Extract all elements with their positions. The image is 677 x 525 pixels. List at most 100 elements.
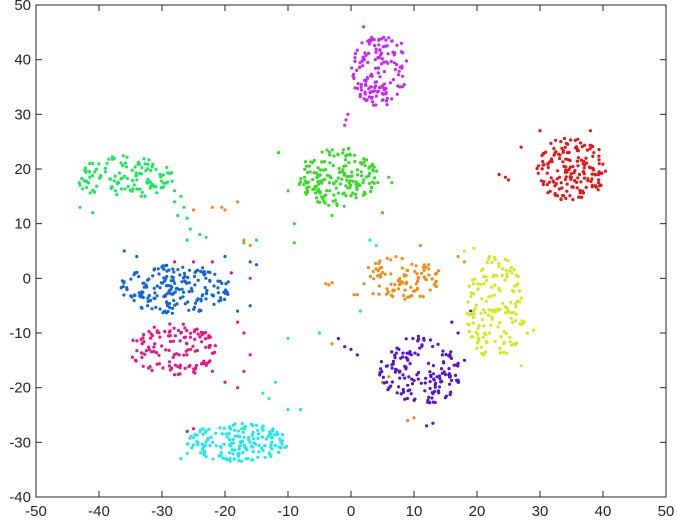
- data-point: [355, 353, 359, 357]
- x-tick-label: 50: [658, 503, 675, 520]
- data-point: [105, 161, 109, 165]
- data-point: [364, 99, 368, 103]
- data-point: [135, 254, 139, 259]
- data-point: [564, 196, 568, 201]
- data-point: [179, 330, 183, 334]
- data-point: [228, 425, 232, 429]
- data-point: [233, 428, 237, 432]
- data-point: [434, 279, 438, 283]
- data-point: [345, 178, 349, 182]
- data-point: [556, 169, 560, 173]
- data-point: [120, 176, 124, 180]
- data-point: [208, 279, 212, 283]
- data-point: [143, 352, 147, 356]
- data-point: [225, 435, 229, 439]
- data-point: [418, 294, 422, 298]
- data-point: [564, 175, 568, 179]
- data-point: [303, 191, 308, 195]
- data-point: [391, 362, 395, 366]
- data-point: [239, 440, 243, 445]
- data-point: [510, 266, 514, 270]
- data-point: [377, 292, 381, 296]
- data-point: [384, 90, 388, 95]
- data-point: [146, 162, 150, 166]
- data-point: [332, 154, 336, 158]
- data-point: [387, 375, 391, 379]
- data-point: [242, 241, 246, 245]
- data-point: [412, 378, 416, 383]
- data-point: [362, 157, 366, 161]
- data-point: [428, 370, 432, 374]
- data-point: [568, 158, 572, 163]
- data-point: [341, 168, 345, 172]
- data-point: [207, 334, 211, 338]
- data-point: [502, 350, 506, 354]
- data-point: [152, 286, 156, 290]
- data-point: [447, 372, 451, 376]
- data-point: [251, 430, 255, 435]
- data-point: [503, 278, 507, 282]
- data-point: [210, 205, 214, 209]
- data-point: [211, 351, 215, 355]
- data-point: [122, 280, 126, 284]
- data-point: [480, 317, 484, 322]
- data-point: [362, 190, 366, 194]
- series-8: [179, 238, 378, 463]
- data-point: [162, 267, 166, 271]
- data-point: [385, 96, 389, 100]
- data-point: [135, 178, 139, 182]
- data-point: [597, 170, 601, 174]
- data-point: [412, 416, 416, 420]
- data-point: [97, 162, 101, 166]
- data-point: [183, 335, 188, 339]
- data-point: [509, 311, 513, 315]
- data-point: [354, 196, 358, 200]
- data-point: [216, 286, 220, 290]
- data-point: [286, 407, 290, 412]
- data-point: [165, 284, 169, 288]
- data-point: [448, 393, 452, 397]
- data-point: [176, 372, 180, 376]
- data-point: [179, 457, 183, 461]
- data-point: [408, 295, 412, 299]
- data-point: [119, 187, 123, 191]
- data-point: [597, 158, 601, 162]
- data-point: [380, 369, 384, 374]
- data-point: [201, 445, 205, 449]
- data-point: [139, 194, 143, 198]
- data-point: [385, 103, 389, 107]
- data-point: [243, 425, 247, 429]
- data-point: [212, 302, 216, 306]
- data-point: [173, 281, 177, 285]
- data-point: [489, 294, 494, 298]
- data-point: [393, 67, 397, 72]
- data-point: [330, 342, 334, 346]
- data-point: [490, 261, 494, 265]
- data-point: [558, 156, 562, 161]
- data-point: [155, 351, 159, 355]
- data-point: [416, 377, 420, 381]
- data-point: [393, 353, 397, 357]
- data-point: [87, 170, 92, 174]
- data-point: [165, 165, 169, 169]
- data-point: [409, 392, 413, 396]
- data-point: [286, 189, 290, 193]
- data-point: [183, 302, 187, 306]
- data-point: [352, 76, 356, 80]
- data-point: [198, 335, 202, 339]
- data-point: [227, 438, 232, 442]
- data-point: [205, 288, 209, 293]
- data-point: [277, 151, 281, 155]
- data-point: [350, 170, 354, 174]
- data-point: [315, 171, 319, 175]
- data-point: [201, 293, 205, 297]
- data-point: [519, 145, 523, 149]
- data-point: [400, 64, 404, 68]
- data-point: [331, 164, 335, 168]
- data-point: [340, 177, 344, 181]
- data-point: [566, 142, 570, 146]
- data-point: [579, 158, 584, 162]
- data-point: [579, 141, 583, 145]
- data-point: [401, 355, 405, 359]
- data-point: [437, 385, 442, 389]
